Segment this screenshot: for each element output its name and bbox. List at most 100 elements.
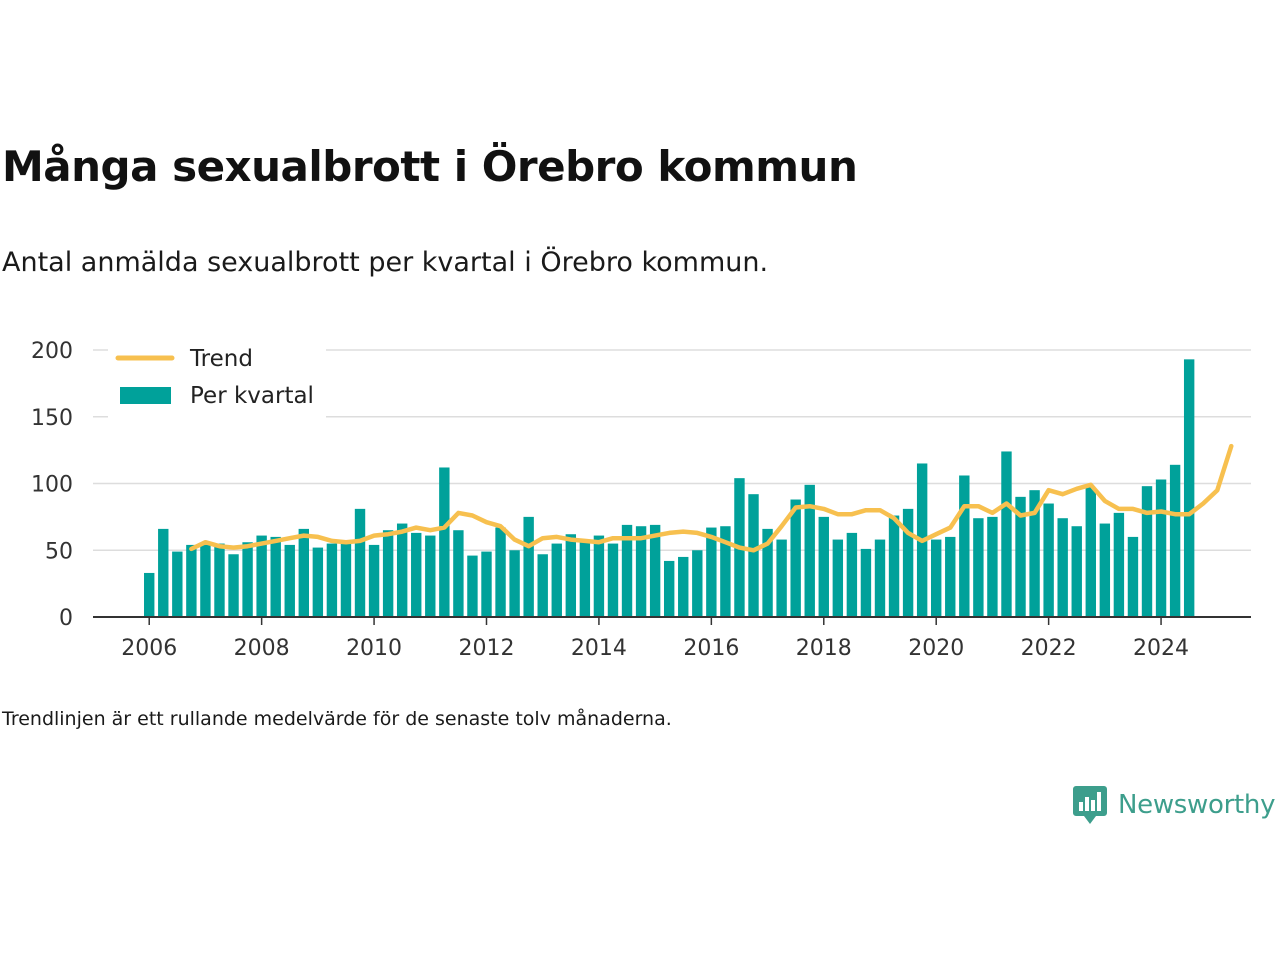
chart-title: Många sexualbrott i Örebro kommun [2,142,858,191]
bar [959,475,970,617]
bar [565,534,577,617]
bar [172,551,183,617]
x-tick-label: 2012 [458,636,514,660]
x-tick-label: 2022 [1021,636,1077,660]
bar [804,484,815,617]
bar [242,542,253,617]
bar [832,539,844,617]
x-tick-label: 2014 [571,636,627,660]
legend-background [108,340,326,418]
bar [748,494,759,617]
bar [144,572,155,617]
bar [846,532,858,617]
bar [284,544,295,617]
x-tick-label: 2006 [121,636,177,660]
bar [509,550,520,617]
bar [776,539,787,617]
bar [649,524,661,617]
bar [1043,503,1054,617]
bar [186,544,197,617]
bar [762,528,773,617]
bar [720,526,731,617]
bar [692,550,703,617]
trend-line [189,443,1234,553]
bar [1127,536,1139,617]
bar [706,527,717,617]
x-tick-label: 2010 [346,636,402,660]
x-tick-label: 2008 [234,636,290,660]
bar [1099,523,1111,617]
bar [621,524,633,617]
bar [888,515,900,617]
bar [368,544,380,617]
bar [1169,464,1181,617]
axes: 0 50 100 150 200 2006 2008 2010 2012 2014 2016 2018… [31,339,1251,660]
legend-trend-label: Trend [189,346,253,372]
bar [495,527,506,617]
bar [818,516,829,617]
bar [1071,526,1082,617]
bar [270,536,281,617]
legend: Trend Per kvartal [108,340,326,418]
bar [860,548,872,617]
bar [354,508,366,617]
newsworthy-logo[interactable]: Newsworthy [1072,784,1275,826]
legend-bar-label: Per kvartal [190,383,314,409]
bar [256,535,267,617]
bar [663,560,675,617]
bar [607,543,619,617]
bar [200,543,211,617]
chart-subtitle: Antal anmälda sexualbrott per kvartal i … [2,247,769,278]
bar [453,530,464,617]
bar [298,528,310,617]
bar [931,539,942,617]
bar [411,532,422,617]
bar [790,499,801,617]
y-tick-label: 100 [31,473,73,498]
trend-line-group [189,443,1234,553]
x-tick-label: 2020 [908,636,964,660]
bar [214,543,225,617]
newsworthy-logo-icon [1073,786,1107,824]
bar [340,543,352,617]
bar [382,530,394,617]
bar [312,547,324,617]
x-tick-label: 2016 [683,636,739,660]
bar [537,554,548,617]
bar [973,518,984,617]
bar [874,539,886,617]
bar [902,508,914,617]
y-tick-label: 0 [59,606,73,631]
bar [228,554,239,617]
bar [1183,359,1195,617]
bar [158,528,169,617]
bar [467,555,478,617]
bar [326,543,338,617]
bar [1029,490,1040,617]
x-tick-label: 2018 [796,636,852,660]
bars-per-kvartal [144,359,1195,617]
x-tick-label: 2024 [1133,636,1189,660]
bar [523,516,534,617]
newsworthy-logo-text: Newsworthy [1118,790,1276,820]
bar [1057,518,1068,617]
bar [396,523,408,617]
bar [1001,451,1012,617]
bar [439,467,450,617]
bar [1085,487,1096,617]
bar [987,516,998,617]
bar [1015,496,1026,617]
bar [1113,512,1125,617]
y-tick-label: 50 [45,539,73,564]
footnote: Trendlinjen är ett rullande medelvärde f… [2,708,672,730]
legend-bar-swatch [120,387,171,404]
bar [945,536,956,617]
bar [593,535,605,617]
bar [1155,479,1167,617]
y-tick-label: 150 [31,406,73,431]
bar [425,535,436,617]
bar [678,556,689,617]
bar [1141,486,1153,617]
bar [579,540,591,617]
bar [481,551,492,617]
